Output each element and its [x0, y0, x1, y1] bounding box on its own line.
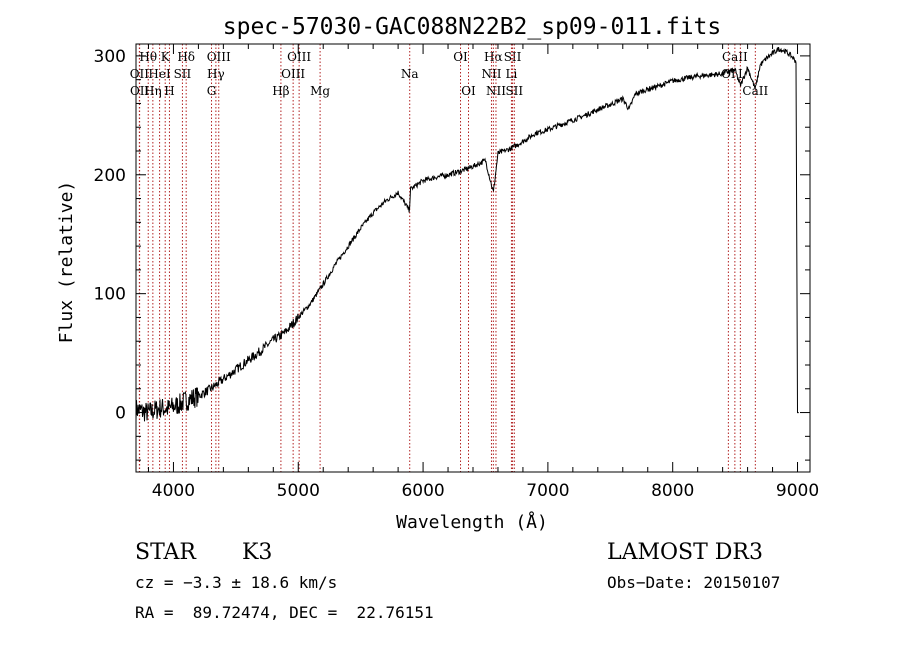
object-subclass: K3 — [242, 540, 273, 565]
y-tick-label: 100 — [94, 285, 126, 305]
line-marker-label: OIII — [281, 67, 305, 81]
line-marker-label: H — [164, 84, 174, 98]
coordinates-readout: RA = 89.72474, DEC = 22.76151 — [135, 603, 434, 622]
line-marker-label: NII — [486, 84, 506, 98]
line-marker-label: CaII — [722, 50, 748, 64]
line-marker-label: Hα — [484, 50, 503, 64]
line-marker-label: Hδ — [177, 50, 195, 64]
x-tick-label: 6000 — [401, 481, 444, 501]
y-tick-label: 300 — [94, 47, 126, 67]
object-class: STAR — [135, 540, 196, 565]
line-marker-label: NII — [481, 67, 501, 81]
line-marker-label: Na — [401, 67, 419, 81]
x-tick-label: 4000 — [152, 481, 195, 501]
y-tick-label: 0 — [115, 404, 126, 424]
survey-name: LAMOST DR3 — [607, 540, 763, 565]
line-marker-label: G — [207, 84, 217, 98]
line-marker-label: SII — [504, 50, 522, 64]
spectrum-chart: spec-57030-GAC088N22B2_sp09-011.fits Hθ K… — [56, 14, 819, 533]
line-marker-label: Hβ — [272, 84, 289, 98]
spectrum-series — [135, 46, 799, 422]
plot-frame — [135, 43, 811, 473]
obs-date: Obs−Date: 20150107 — [607, 573, 781, 592]
line-marker-label: Hθ — [139, 50, 157, 64]
redshift-readout: cz = −3.3 ± 18.6 km/s — [135, 573, 338, 592]
axis-ticks: 4000 5000 6000 7000 8000 9000 0 100 200 300 — [94, 44, 819, 501]
line-marker-label: OI — [461, 84, 476, 98]
line-marker-label: SII — [505, 84, 523, 98]
line-marker-label: Li — [506, 67, 518, 81]
x-tick-label: 8000 — [651, 481, 694, 501]
line-marker-label: SII — [174, 67, 192, 81]
line-marker-label: I — [738, 67, 743, 81]
line-marker-label: K — [161, 50, 171, 64]
line-marker-label: OI — [453, 50, 468, 64]
line-marker-label: HeI — [148, 67, 171, 81]
y-axis-label: Flux (relative) — [56, 181, 77, 344]
chart-title: spec-57030-GAC088N22B2_sp09-011.fits — [223, 14, 722, 40]
y-tick-label: 200 — [94, 166, 126, 186]
x-tick-label: 5000 — [277, 481, 320, 501]
line-marker-label: Hη — [144, 84, 162, 98]
spectrum-line — [135, 46, 799, 422]
x-tick-label: 7000 — [526, 481, 569, 501]
x-axis-label: Wavelength (Å) — [396, 511, 548, 533]
line-marker-label: OIII — [207, 50, 231, 64]
line-marker-label: OII — [130, 84, 150, 98]
line-marker-label: OIII — [287, 50, 311, 64]
x-tick-label: 9000 — [776, 481, 819, 501]
line-marker-label: Hγ — [207, 67, 225, 81]
line-marker-label: CaII — [742, 84, 768, 98]
line-marker-label: Mg — [310, 84, 330, 98]
line-marker-label: OII — [130, 67, 150, 81]
